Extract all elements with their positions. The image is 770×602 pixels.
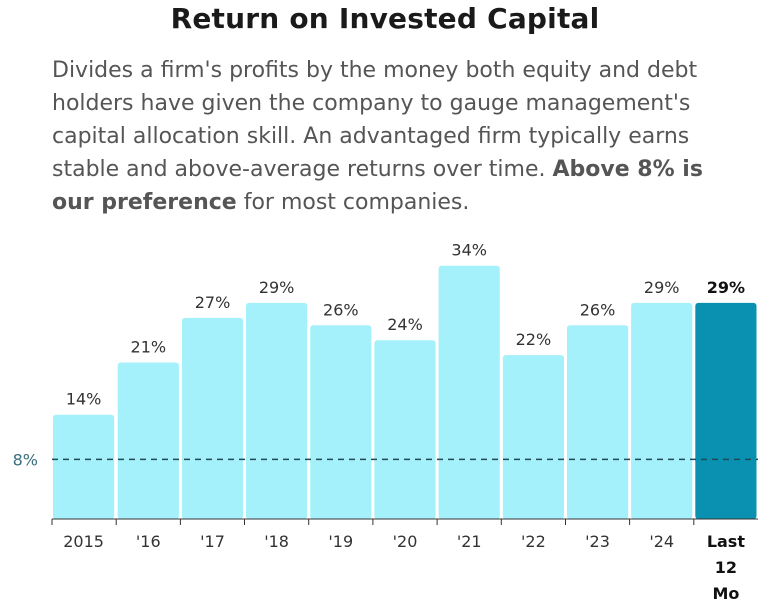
bar-7 — [502, 355, 564, 519]
chart-title: Return on Invested Capital — [170, 2, 600, 35]
description-text: Divides a firm's profits by the money bo… — [52, 58, 698, 182]
x-tick-label-8: '23 — [585, 532, 610, 551]
description-text-end: for most companies. — [236, 190, 470, 215]
reference-line-label: 8% — [13, 450, 38, 469]
bar-value-label-10: 29% — [707, 278, 745, 297]
bar-value-label-2: 27% — [195, 293, 231, 312]
bar-value-label-6: 34% — [451, 241, 487, 260]
bar-3 — [246, 302, 308, 519]
chart-description: Divides a firm's profits by the money bo… — [52, 54, 752, 219]
bar-value-label-0: 14% — [66, 390, 102, 409]
x-tick-label-10: Last 12 Mo — [707, 532, 746, 602]
bar-9 — [631, 302, 693, 519]
x-tick-label-1: '16 — [136, 532, 161, 551]
bar-value-label-4: 26% — [323, 300, 359, 319]
x-tick-label-3: '18 — [264, 532, 289, 551]
bar-4 — [310, 325, 372, 519]
bar-10 — [695, 302, 757, 519]
bar-labels-group: 14% 21% 27% 29% 26% 24% 34% 22% 26% 29% 29% — [66, 241, 745, 409]
bar-2 — [181, 317, 244, 519]
bar-value-label-7: 22% — [516, 330, 552, 349]
x-tick-label-4: '19 — [328, 532, 353, 551]
x-tick-label-2: '17 — [200, 532, 225, 551]
bar-value-label-8: 26% — [580, 300, 616, 319]
description-emphasis: Above 8% is our preference — [52, 157, 703, 215]
bars-group — [53, 265, 757, 519]
x-tick-label-6: '21 — [457, 532, 482, 551]
bar-value-label-5: 24% — [387, 315, 423, 334]
x-tick-label-0: 2015 — [63, 532, 104, 551]
bar-5 — [374, 340, 436, 519]
x-axis: 2015 '16 '17 '18 '19 '20 '21 '22 '23 '24 Last 12 Mo — [51, 518, 758, 602]
x-tick-label-5: '20 — [393, 532, 418, 551]
reference-line-group: 8% — [13, 450, 758, 469]
bar-8 — [567, 325, 629, 519]
bar-value-label-9: 29% — [644, 278, 680, 297]
bar-value-label-3: 29% — [259, 278, 295, 297]
x-tick-label-9: '24 — [649, 532, 674, 551]
bar-1 — [117, 362, 179, 519]
x-tick-label-7: '22 — [521, 532, 546, 551]
bar-0 — [53, 414, 115, 519]
bar-6 — [438, 265, 500, 519]
bar-value-label-1: 21% — [131, 338, 167, 357]
